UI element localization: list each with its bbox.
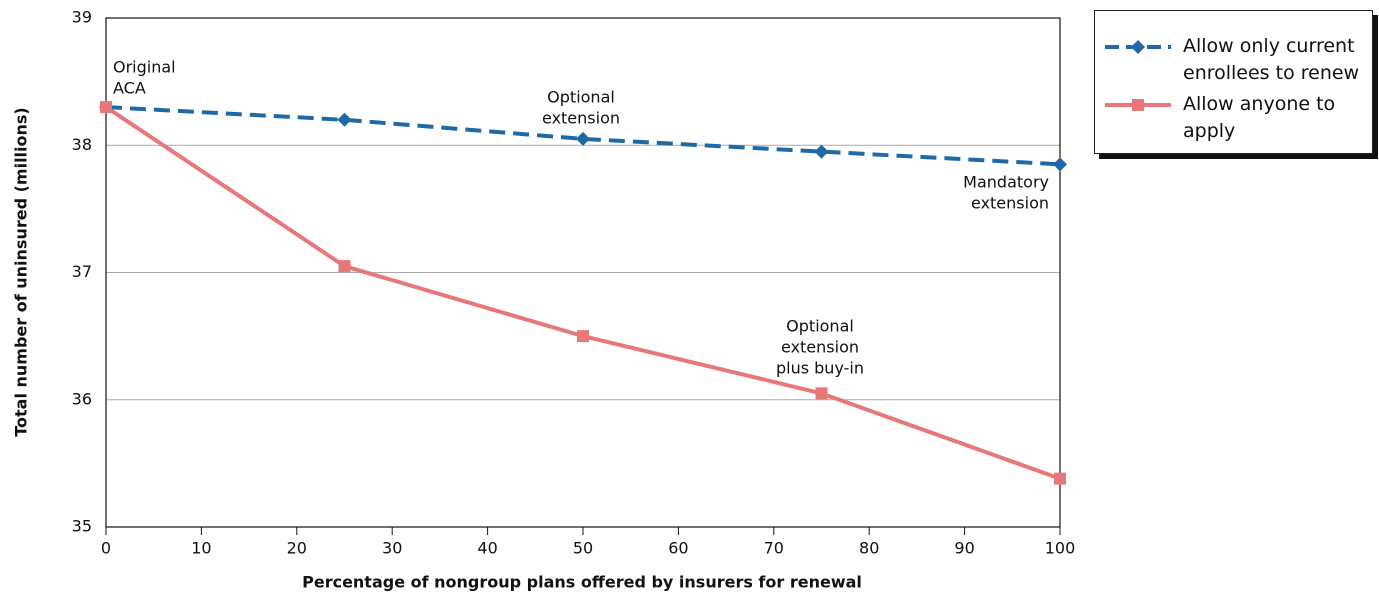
- x-tick-label: 50: [573, 539, 593, 558]
- legend-label: Allow only current enrollees to renew: [1183, 35, 1360, 84]
- marker: [338, 260, 351, 273]
- x-tick-label: 100: [1045, 539, 1076, 558]
- marker: [337, 112, 352, 127]
- x-tick-label: 40: [477, 539, 497, 558]
- annotation: Optional: [547, 88, 615, 107]
- y-tick-label: 38: [72, 135, 92, 154]
- chart: Total number of uninsured (millions) Per…: [12, 8, 1076, 592]
- legend: Allow only current enrollees to renew All…: [1094, 10, 1373, 154]
- plot-frame: [105, 17, 1061, 528]
- legend-label: Allow anyone to apply: [1183, 93, 1336, 142]
- annotation: extension: [542, 109, 620, 128]
- annotation: ACA: [113, 79, 146, 98]
- marker: [100, 101, 112, 114]
- x-tick-label: 0: [101, 539, 111, 558]
- x-tick-label: 60: [668, 539, 688, 558]
- y-tick-label: 35: [72, 517, 92, 536]
- x-tick-label: 90: [954, 539, 974, 558]
- x-axis-label: Percentage of nongroup plans offered by …: [302, 573, 862, 592]
- marker: [815, 387, 828, 400]
- marker: [1053, 157, 1067, 172]
- marker: [1131, 40, 1145, 54]
- marker: [1132, 99, 1144, 111]
- y-tick-label: 37: [72, 262, 92, 281]
- series-line: [105, 105, 1061, 167]
- x-tick-label: 10: [191, 539, 211, 558]
- legend-item: Allow only current enrollees to renew: [1105, 33, 1368, 87]
- legend-item: Allow anyone to apply: [1105, 91, 1368, 145]
- x-tick-label: 80: [859, 539, 879, 558]
- x-tick-label: 70: [764, 539, 784, 558]
- legend-swatch: [1105, 99, 1171, 111]
- y-tick-label: 36: [72, 389, 92, 408]
- annotation: extension: [781, 338, 859, 357]
- annotation: Optional: [786, 317, 854, 336]
- x-tick-label: 20: [287, 539, 307, 558]
- x-tick-label: 30: [382, 539, 402, 558]
- marker: [1054, 472, 1066, 485]
- annotation: extension: [971, 194, 1049, 213]
- annotation: plus buy-in: [776, 359, 864, 378]
- marker: [577, 330, 589, 343]
- marker: [576, 131, 590, 146]
- annotation: Original: [113, 58, 176, 77]
- legend-swatch: [1105, 40, 1171, 54]
- marker: [814, 144, 829, 159]
- y-axis-label: Total number of uninsured (millions): [12, 107, 31, 437]
- y-tick-label: 39: [72, 8, 92, 27]
- series-line: [104, 105, 1061, 481]
- annotation: Mandatory: [963, 173, 1049, 192]
